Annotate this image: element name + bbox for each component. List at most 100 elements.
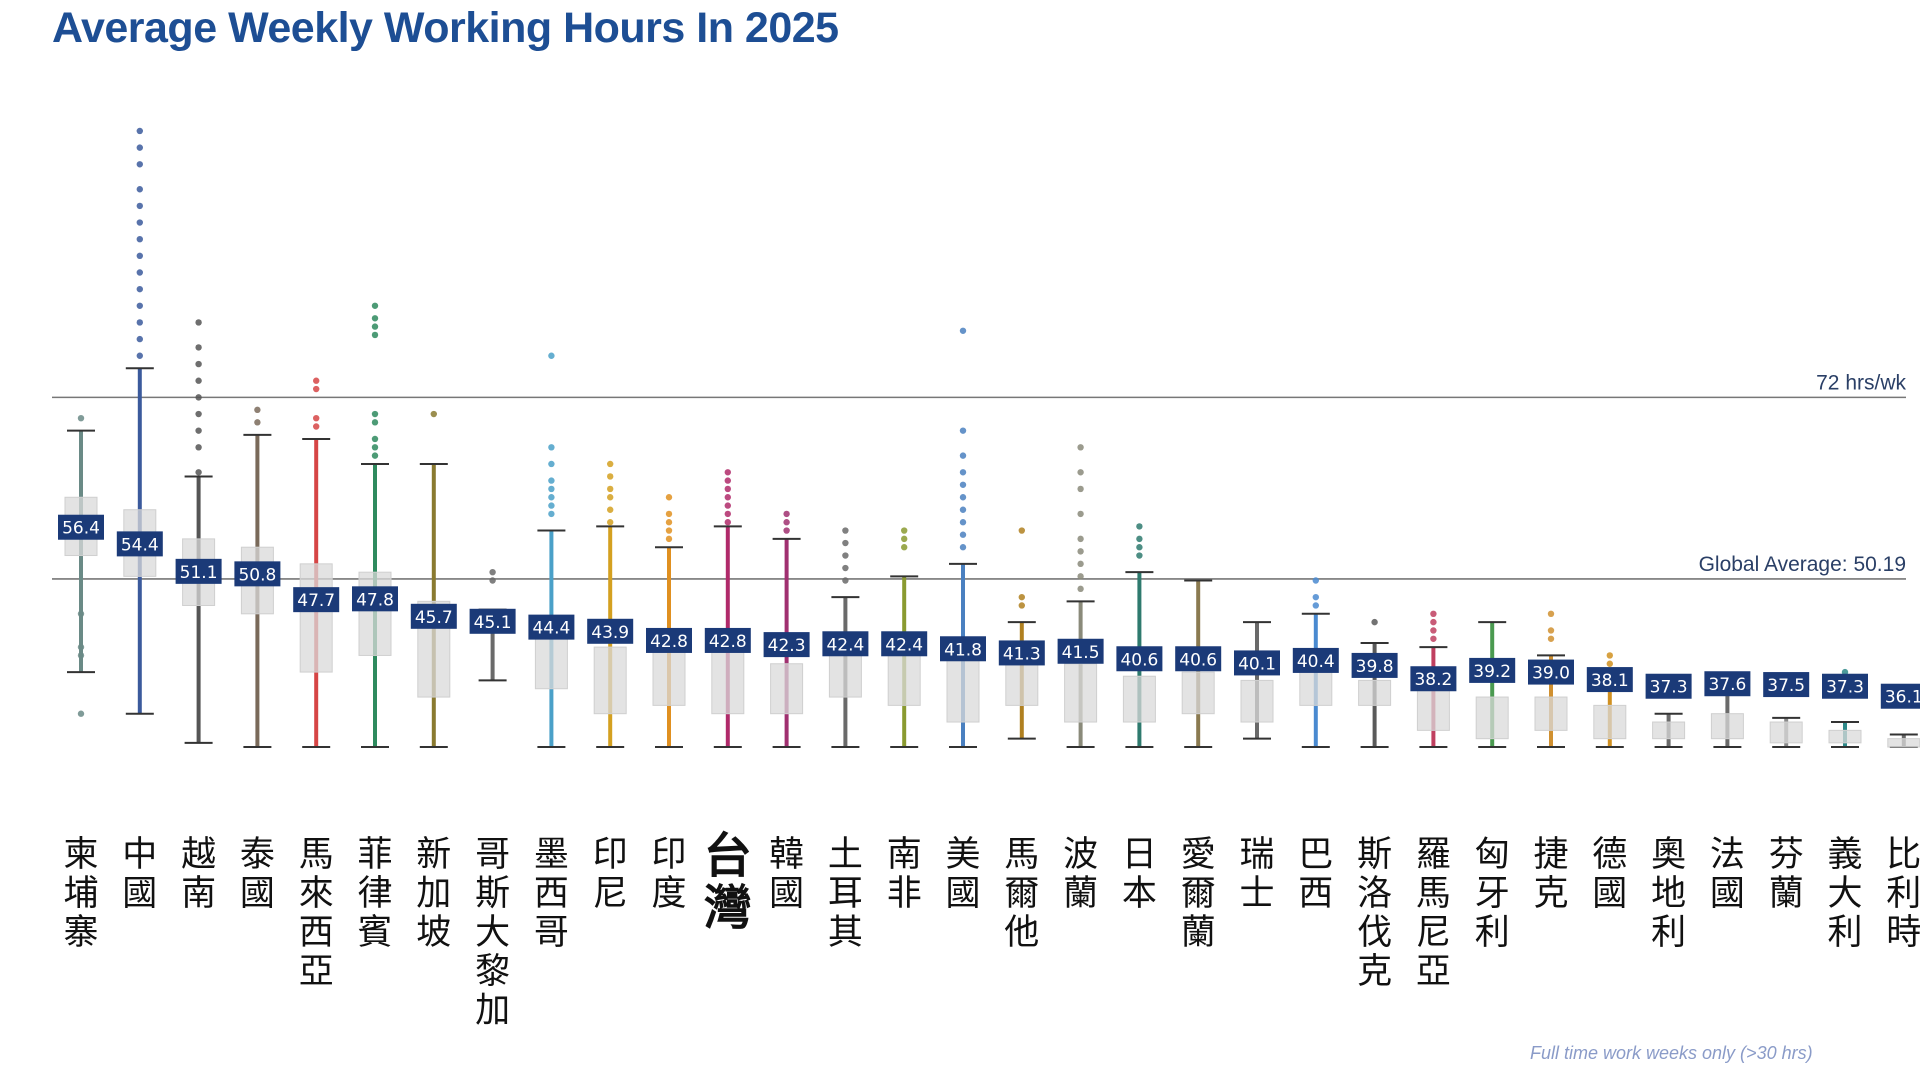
outlier-point <box>1547 627 1555 634</box>
outlier-point <box>371 419 379 426</box>
outlier-point <box>136 144 143 151</box>
outlier-point <box>1841 668 1849 676</box>
outlier-point <box>136 235 143 243</box>
outlier-point <box>136 319 143 326</box>
category-label: 匈牙利 <box>1475 835 1510 953</box>
iqr-box <box>1240 679 1274 723</box>
mean-label-box <box>646 627 692 653</box>
reference-line-label: 72 hrs/wk <box>1816 371 1906 394</box>
outlier-point <box>607 506 614 513</box>
box-group: 42.8 <box>646 494 692 748</box>
outlier-point <box>548 502 555 509</box>
iqr-box <box>1593 704 1627 740</box>
outlier-point <box>371 302 379 309</box>
outlier-point <box>548 460 555 468</box>
box-group: 40.6 <box>1116 523 1163 748</box>
outlier-point <box>254 406 261 414</box>
box-group: 39.2 <box>1469 621 1516 748</box>
outlier-point <box>724 469 731 476</box>
mean-label: 38.2 <box>1414 670 1452 690</box>
outlier-point <box>313 385 320 393</box>
outlier-point <box>1077 485 1084 493</box>
mean-label-box <box>1234 650 1280 676</box>
mean-label: 42.8 <box>709 632 747 652</box>
category-label: 義大利 <box>1827 835 1862 953</box>
iqr-box <box>1416 688 1450 731</box>
outlier-point <box>77 710 85 717</box>
box-group: 38.1 <box>1586 652 1633 748</box>
outlier-point <box>136 202 143 210</box>
outlier-point <box>195 394 202 401</box>
outlier-point <box>136 219 143 226</box>
outlier-point <box>548 444 555 451</box>
outlier-point <box>136 352 143 359</box>
box-group: 50.8 <box>234 406 281 748</box>
category-label: 比利時 <box>1886 835 1920 953</box>
outlier-point <box>901 544 908 551</box>
mean-label-box <box>1822 673 1868 699</box>
outlier-point <box>1136 552 1143 559</box>
outlier-point <box>842 552 849 559</box>
outlier-point <box>313 414 320 422</box>
box-group: 37.3 <box>1645 673 1692 748</box>
category-label: 波蘭 <box>1063 835 1098 914</box>
mean-label: 39.2 <box>1473 662 1511 682</box>
outlier-point <box>371 435 379 443</box>
outlier-point <box>1136 523 1143 530</box>
mean-label-box <box>1469 657 1516 683</box>
mean-label-box <box>234 561 281 587</box>
mean-label: 38.1 <box>1591 671 1629 691</box>
outlier-point <box>607 460 614 468</box>
outlier-point <box>959 452 967 459</box>
mean-label: 40.4 <box>1297 652 1335 672</box>
mean-label: 47.8 <box>356 590 394 610</box>
outlier-point <box>665 535 673 543</box>
outlier-point <box>959 531 967 538</box>
mean-label: 56.4 <box>62 519 100 539</box>
box-group: 41.8 <box>940 327 986 748</box>
category-label: 新加坡 <box>416 835 451 953</box>
box-group: 40.4 <box>1292 577 1339 748</box>
mean-label: 40.6 <box>1179 650 1217 670</box>
outlier-point <box>1430 610 1437 618</box>
outlier-point <box>783 519 790 526</box>
outlier-point <box>1136 535 1143 543</box>
category-label: 德國 <box>1592 835 1627 914</box>
category-label: 巴西 <box>1298 835 1333 914</box>
category-label: 土耳其 <box>828 835 863 953</box>
mean-label-box <box>410 603 457 629</box>
category-label: 泰國 <box>240 835 275 914</box>
outlier-point <box>313 423 320 430</box>
mean-label: 42.3 <box>768 636 806 656</box>
category-label: 羅馬尼亞 <box>1416 835 1451 992</box>
outlier-point <box>607 519 614 526</box>
category-label: 菲律賓 <box>357 835 392 953</box>
mean-label-box <box>940 636 986 662</box>
iqr-box <box>770 663 804 715</box>
outlier-point <box>959 519 967 526</box>
outlier-point <box>724 502 731 509</box>
outlier-point <box>1077 560 1084 568</box>
outlier-point <box>1606 660 1614 667</box>
outlier-point <box>1430 627 1437 634</box>
outlier-point <box>783 510 790 518</box>
outlier-point <box>959 469 967 476</box>
outlier-point <box>77 643 85 651</box>
category-label: 奧地利 <box>1651 835 1686 953</box>
category-label: 中國 <box>122 835 157 914</box>
box-group: 42.3 <box>763 510 810 748</box>
mean-label-box <box>1645 673 1692 699</box>
mean-label: 54.4 <box>121 535 159 555</box>
outlier-point <box>1547 635 1555 642</box>
outlier-point <box>1312 602 1320 609</box>
mean-label-box <box>1528 659 1574 685</box>
outlier-point <box>136 269 143 276</box>
mean-label-box <box>528 614 575 640</box>
mean-label-box <box>116 531 163 557</box>
mean-label: 41.5 <box>1062 643 1100 663</box>
outlier-point <box>607 485 614 493</box>
mean-label: 40.6 <box>1120 650 1158 670</box>
reference-line-label: Global Average: 50.19 <box>1699 553 1906 576</box>
box-group: 37.3 <box>1822 668 1868 748</box>
outlier-point <box>959 427 967 434</box>
